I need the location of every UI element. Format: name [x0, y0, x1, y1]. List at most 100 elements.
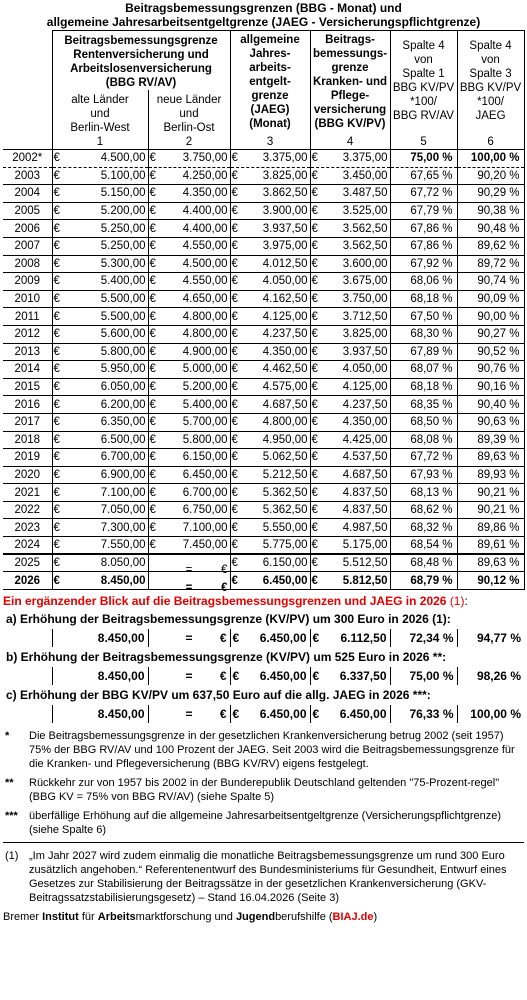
table-row: 2002* €4.500,00 €3.750,00 €3.375,00 €3.375,0… [3, 149, 525, 168]
value-cell: €5.800,00 [147, 431, 231, 450]
value-cell: €3.562,50 [309, 237, 391, 256]
source-note: (1) „Im Jahr 2027 wird zudem einmalig di… [5, 849, 507, 904]
value-cell: 89,72 % [456, 255, 525, 274]
table-row: 2015 €6.050,00 €5.200,00 €4.575,00 €4.125,00… [3, 378, 525, 397]
document-title: Beitragsbemessungsgrenzen (BBG - Monat) … [46, 1, 481, 29]
value-cell: €4.400,00 [147, 219, 231, 238]
value-cell: €3.375,00 [309, 149, 391, 168]
value-cell: €3.750,00 [147, 149, 231, 168]
rv-group-header: Beitragsbemessungsgrenze Rentenversicheru… [51, 30, 231, 90]
year-cell: 2007 [3, 237, 53, 256]
value-cell: €3.975,00 [229, 237, 311, 256]
value-cell: €5.400,00 [51, 272, 149, 291]
value-cell: €3.525,00 [309, 202, 391, 221]
scenario-heading: a) Erhöhung der Beitragsbemessungsgrenze… [6, 611, 451, 626]
value-cell: €3.450,00 [309, 167, 391, 186]
value-cell: 89,62 % [456, 237, 525, 256]
value-cell: €3.600,00 [309, 255, 391, 274]
value-cell: 67,72 % [389, 448, 458, 467]
value-cell: 90,76 % [456, 360, 525, 379]
value-cell: €3.937,50 [229, 219, 311, 238]
value-cell: 90,16 % [456, 378, 525, 397]
value-cell: €6.350,00 [51, 413, 149, 432]
value-cell: €5.600,00 [51, 325, 149, 344]
year-cell: 2011 [3, 307, 53, 326]
value-cell: €4.575,00 [229, 378, 311, 397]
value-cell: €3.825,00 [229, 167, 311, 186]
value-cell: €3.750,00 [309, 290, 391, 309]
table-row: 2020 €6.900,00 €6.450,00 €5.212,50 €4.687,50… [3, 466, 525, 485]
table-row: 2006 €5.250,00 €4.400,00 €3.937,50 €3.562,50… [3, 219, 525, 238]
value-cell: €4.800,00 [229, 413, 311, 432]
table-row: 2003 €5.100,00 €4.250,00 €3.825,00 €3.450,00… [3, 167, 525, 186]
value-cell: €3.712,50 [309, 307, 391, 326]
value-cell: €5.812,50 [309, 571, 391, 590]
table-row: 2012 €5.600,00 €4.800,00 €4.237,50 €3.825,00… [3, 325, 525, 344]
table-row: 2007 €5.250,00 €4.550,00 €3.975,00 €3.562,50… [3, 237, 525, 256]
value-cell: 90,40 % [456, 395, 525, 414]
value-cell: 67,93 % [389, 466, 458, 485]
value-cell: 90,29 % [456, 184, 525, 203]
value-cell: 68,32 % [389, 518, 458, 538]
value-cell: 76,33 % [389, 704, 458, 723]
table-row: 2024 €7.550,00 €7.450,00 €5.775,00 €5.175,00… [3, 536, 525, 555]
table-row: 2021 €7.100,00 €6.700,00 €5.362,50 €4.837,50… [3, 483, 525, 502]
value-cell: €4.462,50 [229, 360, 311, 379]
value-cell: €7.050,00 [51, 501, 149, 520]
table-row: 2005 €5.200,00 €4.400,00 €3.900,00 €3.525,00… [3, 202, 525, 221]
value-cell: 68,35 % [389, 395, 458, 414]
value-cell: €5.500,00 [51, 307, 149, 326]
column-number: 6 [456, 135, 525, 150]
value-cell: 68,48 % [389, 553, 458, 573]
value-cell: 67,65 % [389, 167, 458, 186]
value-cell: €5.950,00 [51, 360, 149, 379]
value-cell: 100,00 % [456, 149, 525, 168]
value-cell: €4.800,00 [147, 307, 231, 326]
value-cell: 68,54 % [389, 536, 458, 555]
value-cell: €3.825,00 [309, 325, 391, 344]
year-cell: 2004 [3, 184, 53, 203]
footnotes: * Die Beitragsbemessungsgrenze in der ges… [3, 729, 524, 837]
year-cell: 2010 [3, 290, 53, 309]
value-cell: €4.687,50 [229, 395, 311, 414]
value-cell: 72,34 % [389, 628, 458, 647]
scenario-heading: b) Erhöhung der Beitragsbemessungsgrenze… [6, 649, 447, 664]
value-cell: 90,09 % [456, 290, 525, 309]
year-cell: 2026 [3, 571, 53, 590]
value-cell: 68,08 % [389, 431, 458, 450]
biaj-link[interactable]: BIAJ.de [332, 910, 374, 923]
value-cell: 68,06 % [389, 272, 458, 291]
value-cell: €4.550,00 [147, 237, 231, 256]
value-cell: = € [148, 704, 231, 723]
value-cell: 75,00 % [389, 149, 458, 168]
value-cell: €5.300,00 [51, 255, 149, 274]
value-cell: = € [148, 666, 231, 685]
value-cell: €4.350,00 [309, 413, 391, 432]
value-cell: 89,61 % [456, 536, 525, 555]
year-cell: 2012 [3, 325, 53, 344]
year-cell: 2014 [3, 360, 53, 379]
year-cell: 2021 [3, 483, 53, 502]
value-cell: 89,63 % [456, 553, 525, 573]
value-cell: €3.900,00 [229, 202, 311, 221]
value-cell: 89,86 % [456, 518, 525, 538]
value-cell: 90,27 % [456, 325, 525, 344]
value-cell: 89,39 % [456, 431, 525, 450]
value-cell: €5.150,00 [51, 184, 149, 203]
value-cell: €6.200,00 [51, 395, 149, 414]
value-cell: 68,18 % [389, 290, 458, 309]
table-row: 2013 €5.800,00 €4.900,00 €4.350,00 €3.937,50… [3, 343, 525, 362]
value-cell: 100,00 % [456, 704, 524, 723]
value-cell: €4.900,00 [147, 343, 231, 362]
year-cell: 2005 [3, 202, 53, 221]
value-cell: 68,50 % [389, 413, 458, 432]
value-cell: = € [147, 553, 231, 576]
value-cell: 68,79 % [389, 571, 458, 590]
year-cell: 2009 [3, 272, 53, 291]
year-cell: 2002* [3, 149, 53, 168]
value-cell: €5.200,00 [147, 378, 231, 397]
value-cell: €5.550,00 [229, 518, 311, 538]
value-cell: €5.000,00 [147, 360, 231, 379]
table-row: 2014 €5.950,00 €5.000,00 €4.462,50 €4.050,00… [3, 360, 525, 379]
value-cell: 98,26 % [456, 666, 524, 685]
